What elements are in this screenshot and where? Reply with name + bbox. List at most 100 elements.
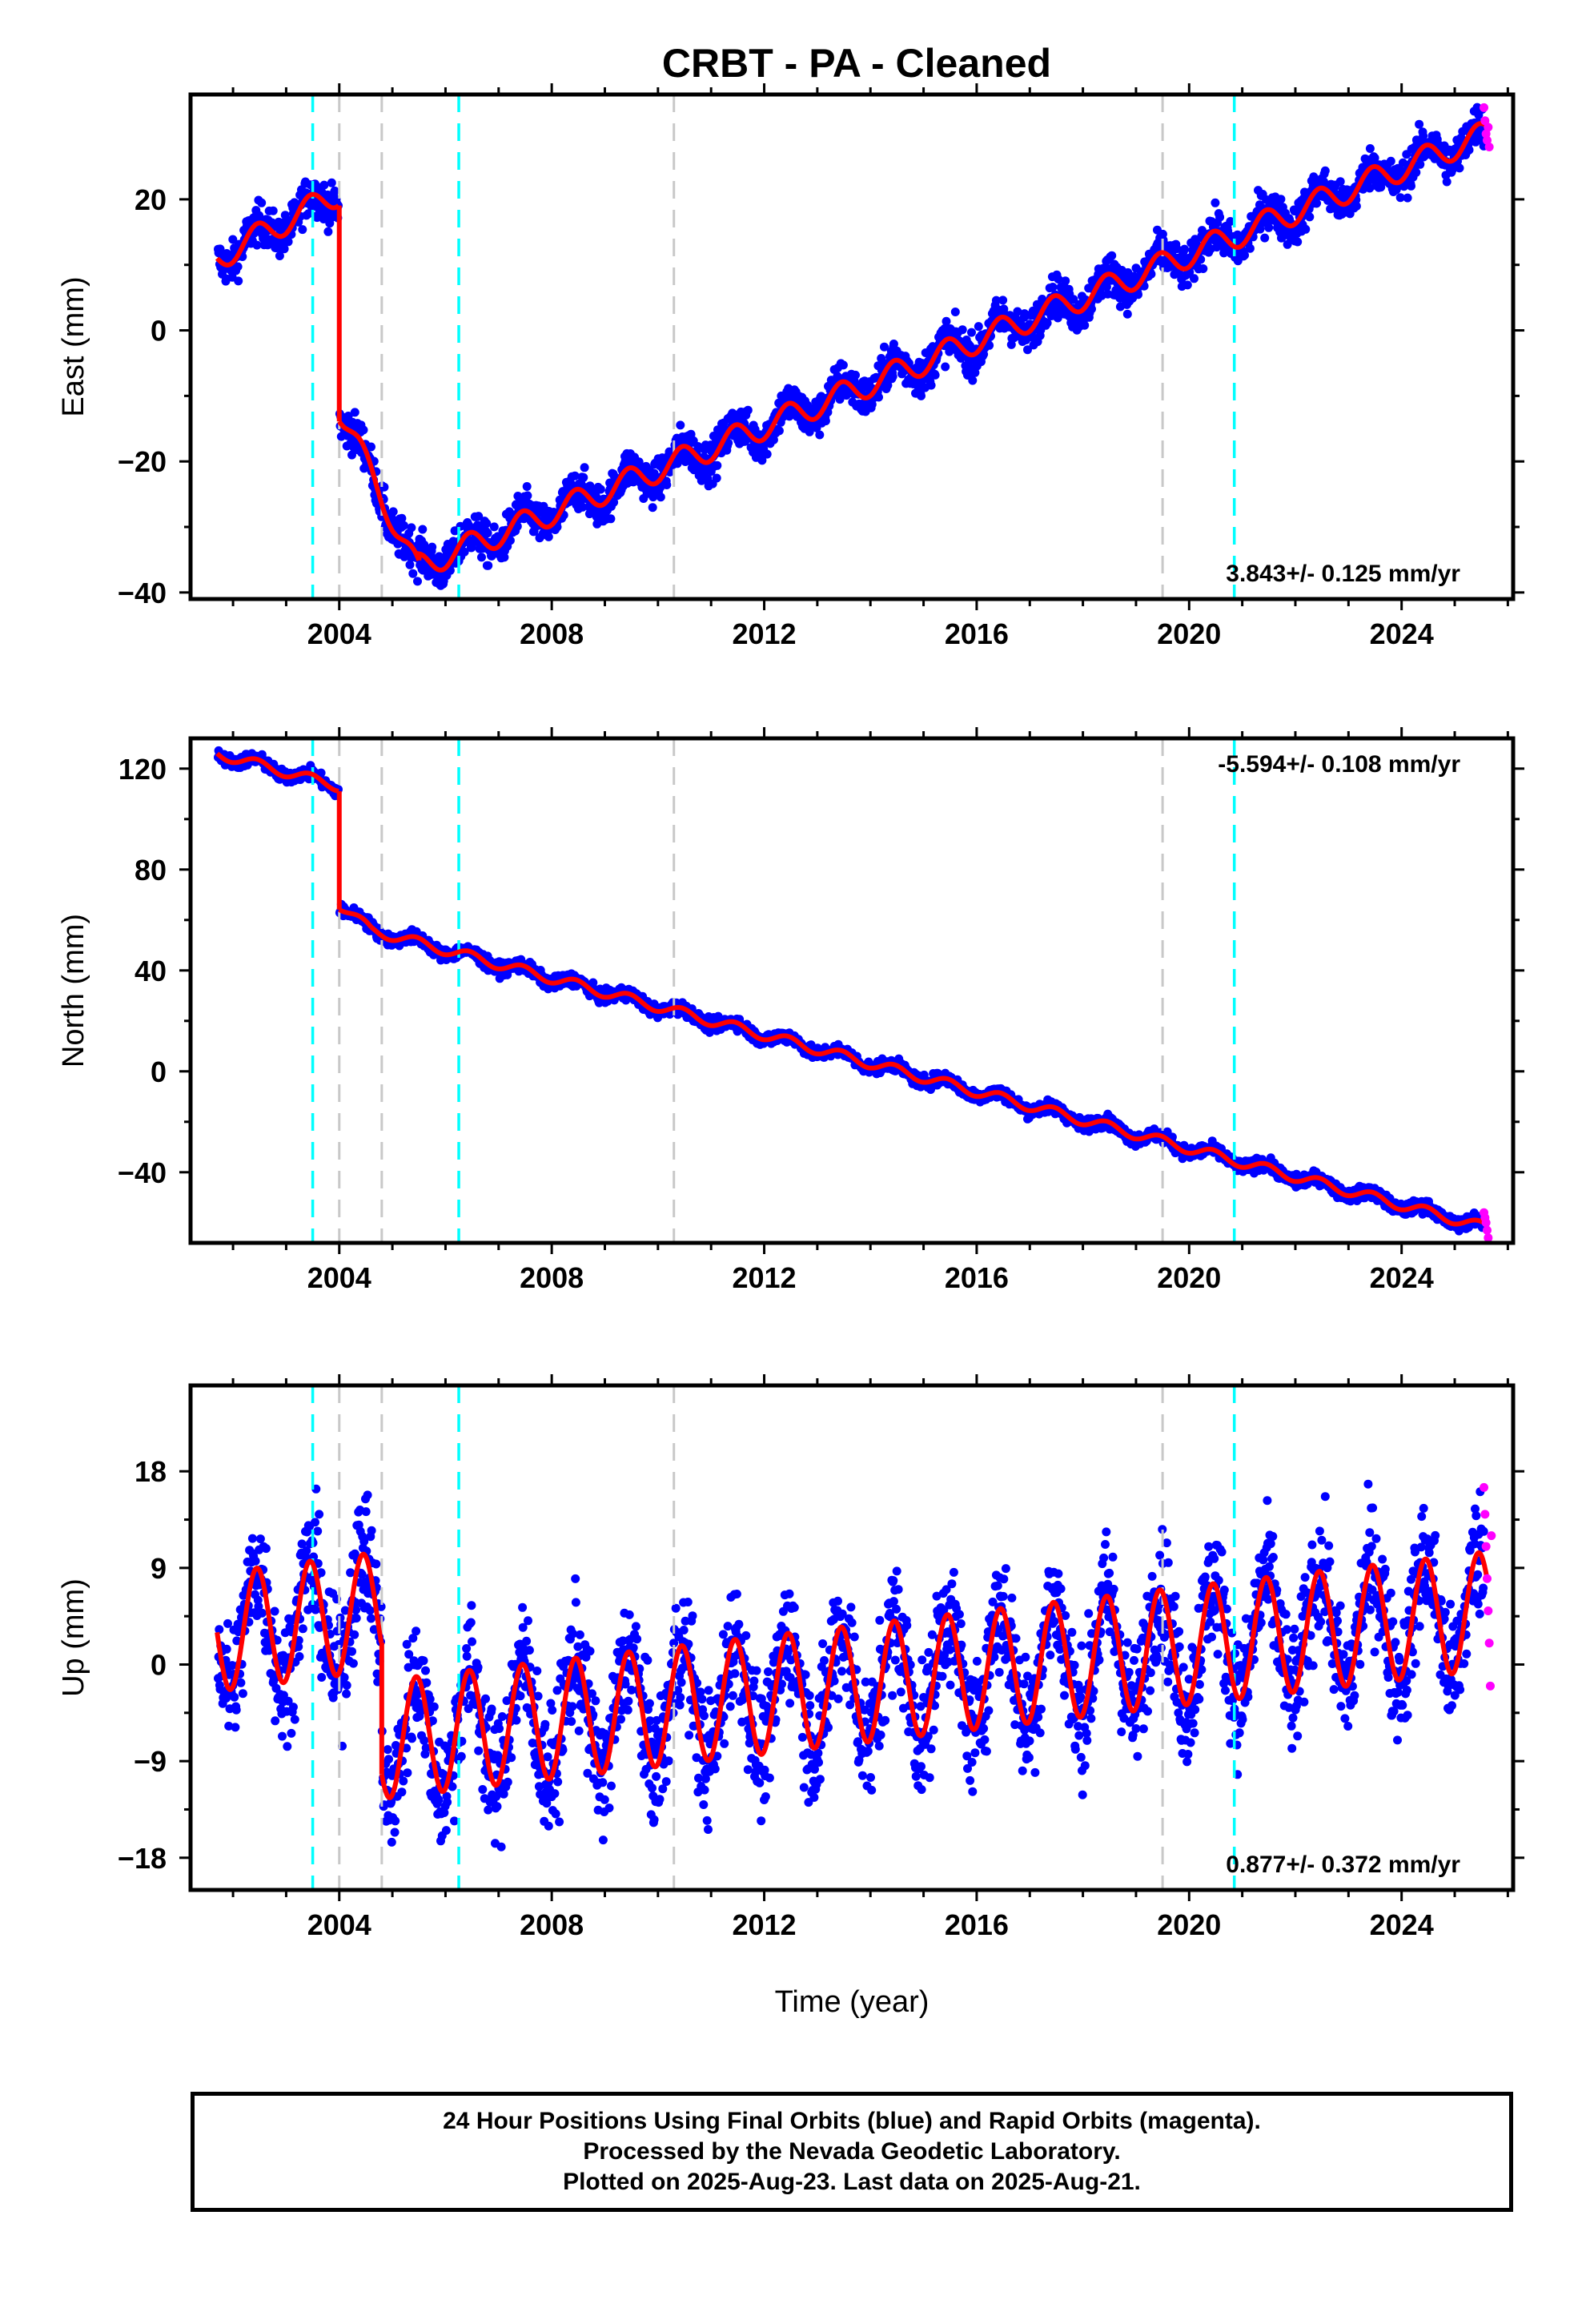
data-point — [233, 262, 243, 271]
data-point — [523, 491, 532, 501]
data-point — [821, 416, 830, 426]
data-point — [1312, 199, 1322, 208]
data-point — [769, 435, 778, 444]
data-point — [234, 276, 243, 286]
data-point — [958, 325, 967, 335]
data-point — [1415, 119, 1424, 129]
data-point — [500, 553, 509, 562]
data-point — [1023, 345, 1032, 355]
data-point — [1054, 275, 1063, 283]
data-point — [482, 519, 492, 529]
model-line — [337, 420, 422, 561]
data-point — [883, 380, 893, 390]
data-point — [428, 542, 437, 552]
rapid-orbit-points — [1480, 103, 1494, 151]
rapid-point — [1484, 123, 1493, 132]
data-point — [1048, 283, 1058, 292]
data-point — [926, 380, 936, 390]
data-point — [1245, 243, 1255, 253]
plot-frame — [188, 92, 1516, 601]
data-point — [1042, 318, 1052, 328]
data-point — [648, 503, 657, 513]
data-point — [1240, 251, 1249, 260]
data-point — [484, 561, 493, 570]
data-point — [399, 521, 408, 530]
rapid-point — [1484, 142, 1494, 151]
data-point — [1442, 177, 1452, 187]
data-point — [298, 225, 307, 235]
data-point — [413, 577, 422, 586]
data-point — [1180, 244, 1189, 254]
data-point — [1069, 295, 1078, 304]
data-point — [815, 430, 825, 440]
data-point — [1190, 274, 1199, 283]
data-point — [1305, 212, 1315, 222]
y-tick-label: −20 — [118, 445, 167, 478]
final-orbit-points — [214, 103, 1488, 590]
data-point — [774, 426, 784, 436]
data-point — [1301, 224, 1311, 234]
data-point — [512, 521, 522, 531]
data-point — [1223, 227, 1233, 235]
y-tick-label: 0 — [151, 315, 167, 348]
data-point — [970, 368, 980, 377]
data-point — [327, 178, 336, 187]
plot-area — [214, 738, 1493, 1243]
data-point — [350, 408, 359, 417]
rapid-point — [1480, 116, 1490, 126]
final-orbit-points — [214, 746, 1488, 1236]
data-point — [998, 296, 1008, 305]
data-point — [889, 340, 898, 348]
data-point — [1013, 307, 1022, 316]
data-point — [950, 308, 960, 316]
data-point — [252, 240, 262, 250]
data-point — [578, 502, 588, 512]
data-point — [1226, 217, 1235, 226]
data-point — [1455, 163, 1464, 173]
x-tick-label: 2020 — [1157, 617, 1221, 650]
data-point — [279, 244, 289, 254]
data-point — [323, 227, 333, 236]
data-point — [1211, 198, 1220, 207]
data-point — [522, 482, 532, 491]
data-point — [888, 372, 897, 381]
data-point — [662, 480, 672, 489]
data-point — [407, 523, 416, 533]
x-tick-label: 2012 — [732, 617, 796, 650]
rapid-point — [1480, 103, 1489, 112]
data-point — [418, 525, 428, 534]
data-point — [762, 449, 772, 459]
north-panel: 2004 2008 2012 2016 2020 202412080400−40North… — [57, 727, 1524, 1294]
data-point — [319, 180, 329, 190]
data-point — [1102, 282, 1111, 292]
data-point — [1215, 212, 1225, 222]
x-tick-label: 2008 — [520, 617, 584, 650]
data-point — [257, 198, 267, 207]
x-tick-label: 2016 — [945, 617, 1009, 650]
plot-area — [214, 94, 1494, 599]
data-point — [930, 370, 940, 380]
data-point — [483, 529, 492, 538]
data-point — [343, 412, 353, 420]
data-point — [1264, 223, 1274, 232]
data-point — [874, 392, 883, 402]
data-point — [283, 237, 293, 247]
data-point — [991, 296, 1001, 305]
data-point — [1464, 145, 1474, 155]
data-point — [1199, 264, 1208, 273]
data-point — [606, 514, 616, 524]
data-point — [435, 552, 444, 561]
data-point — [1293, 237, 1303, 247]
data-point — [1386, 156, 1395, 166]
data-point — [1107, 251, 1117, 260]
data-point — [1395, 193, 1405, 203]
data-point — [1276, 195, 1286, 204]
data-point — [367, 442, 375, 452]
model-line — [416, 121, 1488, 573]
data-point — [596, 485, 605, 494]
data-point — [330, 186, 339, 195]
chart-title: CRBT - PA - Cleaned — [662, 41, 1051, 86]
data-point — [275, 251, 284, 260]
data-point — [634, 457, 644, 467]
